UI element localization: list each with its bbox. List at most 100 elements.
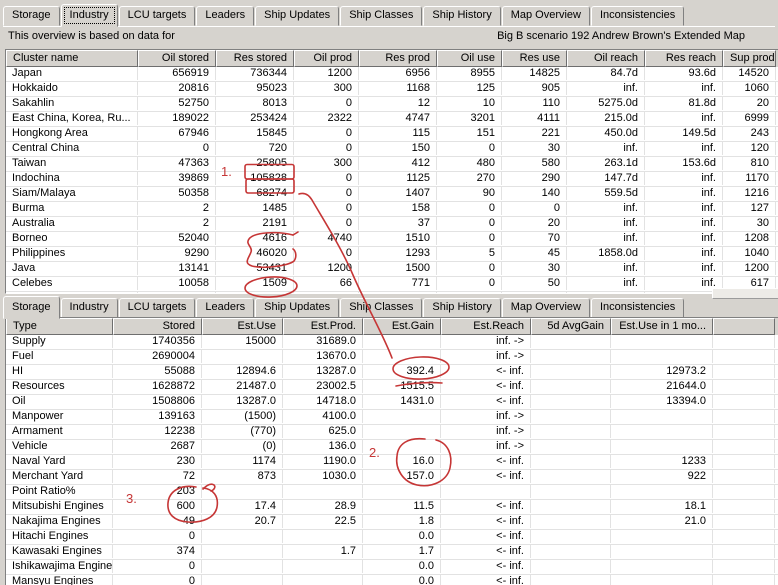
table-row-japan[interactable]: Japan 656919 736344 1200 6956 8955 14825 84.7d 9… bbox=[6, 67, 778, 82]
row-label: Borneo bbox=[6, 232, 138, 245]
cell: 1485 bbox=[216, 202, 294, 215]
tab-lcu-targets[interactable]: LCU targets bbox=[118, 298, 196, 318]
table-row-sakahlin[interactable]: Sakahlin 52750 8013 0 12 10 110 5275.0d 81.8d 20 bbox=[6, 97, 778, 112]
tab-map-overview[interactable]: Map Overview bbox=[501, 298, 590, 318]
table-row-sumatra[interactable]: Sumatra207921969545901636060inf.inf.1309 bbox=[6, 292, 778, 293]
table-row-fuel[interactable]: Fuel 2690004 13670.0 inf. -> bbox=[6, 350, 778, 365]
cell: 412 bbox=[359, 157, 437, 170]
tab-lcu-targets[interactable]: LCU targets bbox=[118, 6, 196, 26]
cell: 4747 bbox=[359, 112, 437, 125]
column-header-sup-prod[interactable]: Sup prod bbox=[723, 50, 776, 67]
cell: 810 bbox=[723, 157, 776, 170]
cell bbox=[363, 410, 441, 423]
table-row-mitsubishi-engines[interactable]: Mitsubishi Engines 600 17.4 28.9 11.5 <- inf.… bbox=[6, 500, 778, 515]
column-header-oil-prod[interactable]: Oil prod bbox=[294, 50, 359, 67]
column-header-est-use[interactable]: Est.Use bbox=[202, 318, 283, 335]
cell: 0 bbox=[437, 142, 502, 155]
table-row-siam-malaya[interactable]: Siam/Malaya 50358 68274 0 1407 90 140 559.5d inf… bbox=[6, 187, 778, 202]
column-header-oil-use[interactable]: Oil use bbox=[437, 50, 502, 67]
cell: 20 bbox=[723, 97, 776, 110]
column-header-est-prod[interactable]: Est.Prod. bbox=[283, 318, 363, 335]
cell: 0 bbox=[437, 217, 502, 230]
column-header-est-reach[interactable]: Est.Reach bbox=[441, 318, 531, 335]
column-header-oil-stored[interactable]: Oil stored bbox=[138, 50, 216, 67]
cell: 1740356 bbox=[113, 335, 202, 348]
table-row-vehicle[interactable]: Vehicle 2687 (0) 136.0 inf. -> bbox=[6, 440, 778, 455]
column-header-cluster-name[interactable]: Cluster name bbox=[6, 50, 138, 67]
cell: 21.0 bbox=[611, 515, 713, 528]
column-header-est-gain[interactable]: Est.Gain bbox=[363, 318, 441, 335]
tab-map-overview[interactable]: Map Overview bbox=[501, 6, 590, 26]
cell: inf. bbox=[645, 232, 723, 245]
table-row-java[interactable]: Java 13141 53431 1200 1500 0 30 inf. inf. 1200 bbox=[6, 262, 778, 277]
table-row-point-ratio[interactable]: Point Ratio% 203 bbox=[6, 485, 778, 500]
tab-ship-classes[interactable]: Ship Classes bbox=[340, 298, 423, 318]
column-header-stored[interactable]: Stored bbox=[113, 318, 202, 335]
table-row-indochina[interactable]: Indochina 39869 105828 0 1125 270 290 147.7d inf… bbox=[6, 172, 778, 187]
table-row-armament[interactable]: Armament 12238 (770) 625.0 inf. -> bbox=[6, 425, 778, 440]
table-row-merchant-yard[interactable]: Merchant Yard 72 873 1030.0 157.0 <- inf. 922 bbox=[6, 470, 778, 485]
tab-storage[interactable]: Storage bbox=[3, 296, 60, 319]
tab-ship-updates[interactable]: Ship Updates bbox=[255, 6, 340, 26]
tab-leaders[interactable]: Leaders bbox=[196, 6, 255, 26]
tab-leaders[interactable]: Leaders bbox=[196, 298, 255, 318]
table-row-hokkaido[interactable]: Hokkaido 20816 95023 300 1168 125 905 inf. inf. 1… bbox=[6, 82, 778, 97]
tab-inconsistencies[interactable]: Inconsistencies bbox=[590, 298, 685, 318]
cell: inf. bbox=[567, 262, 645, 275]
table-row-mansyu-engines[interactable]: Mansyu Engines 0 0.0 <- inf. bbox=[6, 575, 778, 585]
cell: 0 bbox=[294, 187, 359, 200]
table-row-central-china[interactable]: Central China 0 720 0 150 0 30 inf. inf. 120 bbox=[6, 142, 778, 157]
column-header-est-use-in-1-mo[interactable]: Est.Use in 1 mo... bbox=[611, 318, 713, 335]
cell: 12973.2 bbox=[611, 365, 713, 378]
table-row-supply[interactable]: Supply 1740356 15000 31689.0 inf. -> bbox=[6, 335, 778, 350]
column-header-res-reach[interactable]: Res reach bbox=[645, 50, 723, 67]
table-row-manpower[interactable]: Manpower 139163 (1500) 4100.0 inf. -> bbox=[6, 410, 778, 425]
table-row-australia[interactable]: Australia 2 2191 0 37 0 20 inf. inf. 30 bbox=[6, 217, 778, 232]
column-header-5d-avggain[interactable]: 5d AvgGain bbox=[531, 318, 611, 335]
table-row-ishikawajima-engines[interactable]: Ishikawajima Engines 0 0.0 <- inf. bbox=[6, 560, 778, 575]
table-row-kawasaki-engines[interactable]: Kawasaki Engines 374 1.7 1.7 <- inf. bbox=[6, 545, 778, 560]
column-header-type[interactable]: Type bbox=[6, 318, 113, 335]
table-row-hitachi-engines[interactable]: Hitachi Engines 0 0.0 <- inf. bbox=[6, 530, 778, 545]
table-row-taiwan[interactable]: Taiwan 47363 25805 300 412 480 580 263.1d 153.6d… bbox=[6, 157, 778, 172]
cell: inf. bbox=[567, 292, 645, 293]
cell: 20.7 bbox=[202, 515, 283, 528]
column-header-res-stored[interactable]: Res stored bbox=[216, 50, 294, 67]
tab-ship-history[interactable]: Ship History bbox=[423, 298, 501, 318]
row-label: Vehicle bbox=[6, 440, 113, 453]
cell bbox=[531, 470, 611, 483]
tab-industry[interactable]: Industry bbox=[60, 4, 118, 27]
cell: 1200 bbox=[294, 262, 359, 275]
table-row-philippines[interactable]: Philippines 9290 46020 0 1293 5 45 1858.0d inf. 1… bbox=[6, 247, 778, 262]
column-header-res-use[interactable]: Res use bbox=[502, 50, 567, 67]
table-row-hongkong-area[interactable]: Hongkong Area 67946 15845 0 115 151 221 450.0d 1… bbox=[6, 127, 778, 142]
tab-ship-updates[interactable]: Ship Updates bbox=[255, 298, 340, 318]
column-header-oil-reach[interactable]: Oil reach bbox=[567, 50, 645, 67]
row-label: Hongkong Area bbox=[6, 127, 138, 140]
table-row-east-china-korea-ru[interactable]: East China, Korea, Ru... 189022 253424 2322… bbox=[6, 112, 778, 127]
tab-ship-history[interactable]: Ship History bbox=[423, 6, 501, 26]
cell bbox=[531, 560, 611, 573]
column-header-res-prod[interactable]: Res prod bbox=[359, 50, 437, 67]
tab-inconsistencies[interactable]: Inconsistencies bbox=[590, 6, 685, 26]
table-row-borneo[interactable]: Borneo 52040 4616 4740 1510 0 70 inf. inf. 1208 bbox=[6, 232, 778, 247]
table-row-hi[interactable]: HI 55088 12894.6 13287.0 392.4 <- inf. 12973.2 bbox=[6, 365, 778, 380]
table-row-burma[interactable]: Burma 2 1485 0 158 0 0 inf. inf. 127 bbox=[6, 202, 778, 217]
table-row-resources[interactable]: Resources 1628872 21487.0 23002.5 1515.5 <- i… bbox=[6, 380, 778, 395]
cell bbox=[713, 380, 775, 393]
cell bbox=[713, 485, 775, 498]
cell: 873 bbox=[202, 470, 283, 483]
cell bbox=[283, 575, 363, 585]
table-row-celebes[interactable]: Celebes 10058 1509 66 771 0 50 inf. inf. 617 bbox=[6, 277, 778, 292]
tab-storage[interactable]: Storage bbox=[3, 6, 60, 26]
cell: 115 bbox=[359, 127, 437, 140]
cell bbox=[202, 560, 283, 573]
tab-ship-classes[interactable]: Ship Classes bbox=[340, 6, 423, 26]
table-row-nakajima-engines[interactable]: Nakajima Engines 49 20.7 22.5 1.8 <- inf. 21.0 bbox=[6, 515, 778, 530]
tab-industry[interactable]: Industry bbox=[60, 298, 118, 318]
cell: <- inf. bbox=[441, 530, 531, 543]
cell: 1.7 bbox=[363, 545, 441, 558]
row-label: Hitachi Engines bbox=[6, 530, 113, 543]
table-row-naval-yard[interactable]: Naval Yard 230 1174 1190.0 16.0 <- inf. 1233 bbox=[6, 455, 778, 470]
table-row-oil[interactable]: Oil 1508806 13287.0 14718.0 1431.0 <- inf. 133… bbox=[6, 395, 778, 410]
